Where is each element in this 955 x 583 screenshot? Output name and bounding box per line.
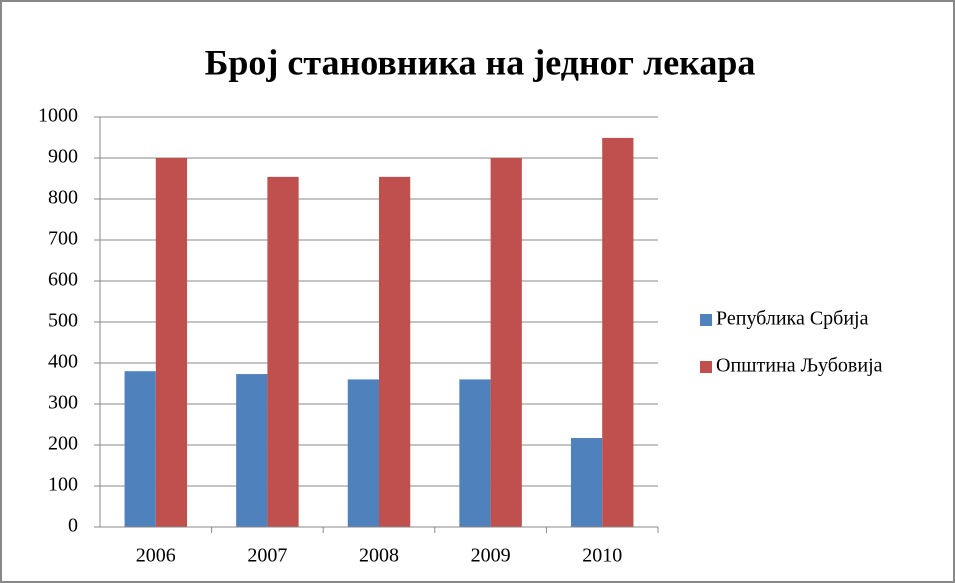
y-tick-label: 300 [48,392,78,414]
legend-label: Општина Љубовија [716,355,883,377]
y-tick-label: 400 [48,351,78,373]
x-tick-label: 2009 [471,545,511,567]
y-tick-label: 700 [48,228,78,250]
bar [267,176,299,528]
x-tick-label: 2010 [582,545,622,567]
bar [459,379,491,527]
legend-swatch [700,314,712,326]
x-tick-label: 2008 [359,545,399,567]
legend-label: Република Србија [716,308,869,330]
x-tick-label: 2006 [136,545,176,567]
legend-swatch [700,361,712,373]
y-tick-label: 600 [48,269,78,291]
chart-title: Број становника на једног лекара [205,42,756,82]
bar [379,176,411,528]
y-tick-label: 200 [48,433,78,455]
bar [155,158,188,527]
y-tick-label: 0 [68,515,78,537]
bar [602,137,634,527]
x-tick-label: 2007 [247,545,287,567]
bar [347,379,379,527]
y-tick-label: 900 [48,146,78,168]
y-tick-label: 1000 [38,105,78,127]
bar [236,374,268,527]
y-tick-label: 500 [48,310,78,332]
bar [124,371,156,527]
y-tick-label: 100 [48,474,78,496]
y-tick-label: 800 [48,187,78,209]
bar [570,438,603,527]
bar [490,158,522,527]
